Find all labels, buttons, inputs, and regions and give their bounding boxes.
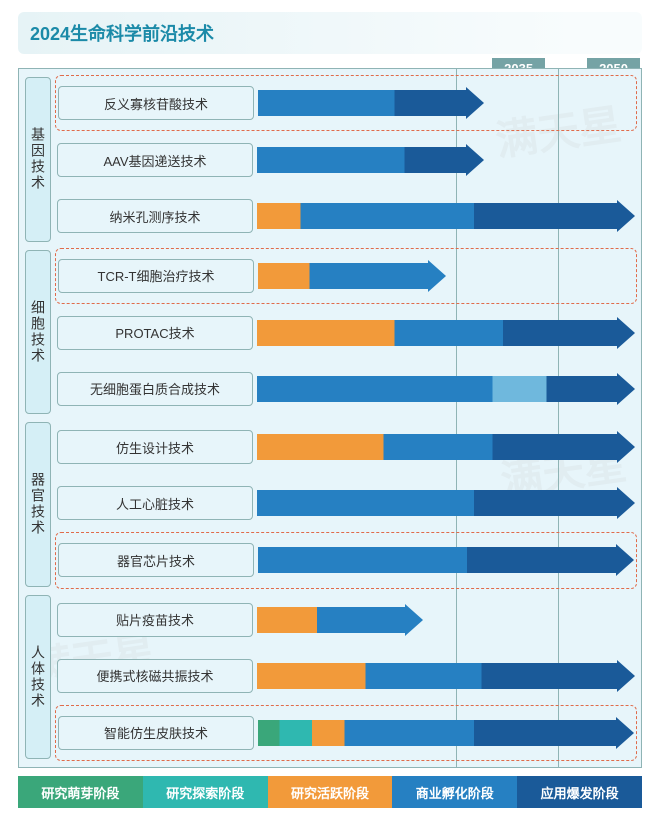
arrow-track [258, 261, 634, 291]
stage-arrow [258, 720, 634, 746]
arrow-head-icon [617, 431, 635, 463]
arrow-track [257, 488, 635, 518]
tech-row: 人工心脏技术 [57, 478, 635, 528]
tech-label: 器官芯片技术 [58, 543, 254, 577]
tech-row: 反义寡核苷酸技术 [55, 75, 637, 131]
page-title: 2024生命科学前沿技术 [30, 24, 214, 44]
tech-label: 反义寡核苷酸技术 [58, 86, 254, 120]
category-label: 人体技术 [25, 595, 51, 760]
tech-row: 器官芯片技术 [55, 532, 637, 588]
arrow-track [257, 432, 635, 462]
category-label: 器官技术 [25, 422, 51, 587]
arrow-head-icon [617, 487, 635, 519]
tech-row: 贴片疫苗技术 [57, 595, 635, 645]
arrow-head-icon [466, 87, 484, 119]
tech-row: 仿生设计技术 [57, 422, 635, 472]
arrow-body [257, 434, 619, 460]
arrow-track [257, 374, 635, 404]
stage-arrow [257, 663, 635, 689]
legend-item: 商业孵化阶段 [392, 776, 517, 808]
tech-row: PROTAC技术 [57, 308, 635, 358]
arrow-head-icon [617, 200, 635, 232]
tech-row: 无细胞蛋白质合成技术 [57, 364, 635, 414]
arrow-head-icon [466, 144, 484, 176]
arrow-track [258, 718, 634, 748]
tech-row: TCR-T细胞治疗技术 [55, 248, 637, 304]
tech-label: 无细胞蛋白质合成技术 [57, 372, 253, 406]
arrow-head-icon [617, 373, 635, 405]
category-label: 基因技术 [25, 77, 51, 242]
arrow-head-icon [617, 317, 635, 349]
arrow-body [258, 90, 468, 116]
arrow-body [258, 547, 618, 573]
categories-container: 基因技术反义寡核苷酸技术 AAV基因递送技术纳米孔测序技术细胞技术 TCR-T细胞治… [25, 77, 635, 759]
tech-label: 贴片疫苗技术 [57, 603, 253, 637]
arrow-track [257, 145, 635, 175]
stage-arrow [258, 90, 484, 116]
legend-item: 研究萌芽阶段 [18, 776, 143, 808]
arrow-body [257, 320, 619, 346]
arrow-head-icon [405, 604, 423, 636]
tech-label: PROTAC技术 [57, 316, 253, 350]
arrow-track [258, 545, 634, 575]
tech-row: AAV基因递送技术 [57, 135, 635, 185]
arrow-track [257, 661, 635, 691]
stage-arrow [257, 434, 635, 460]
stage-arrow [257, 607, 423, 633]
title-bar: 2024生命科学前沿技术 [18, 12, 642, 54]
arrow-body [257, 607, 407, 633]
arrow-head-icon [617, 660, 635, 692]
tech-row: 智能仿生皮肤技术 [55, 705, 637, 761]
chart-panel: 满天星 满天星 满天星 基因技术反义寡核苷酸技术AAV基因递送技术纳米孔测序技术… [18, 68, 642, 768]
stage-arrow [258, 547, 634, 573]
arrow-track [257, 318, 635, 348]
legend-item: 研究活跃阶段 [268, 776, 393, 808]
category: 基因技术反义寡核苷酸技术 AAV基因递送技术纳米孔测序技术 [25, 77, 635, 242]
legend-item: 应用爆发阶段 [517, 776, 642, 808]
tech-label: 仿生设计技术 [57, 430, 253, 464]
legend-item: 研究探索阶段 [143, 776, 268, 808]
arrow-head-icon [616, 544, 634, 576]
stage-arrow [258, 263, 446, 289]
arrow-body [257, 203, 619, 229]
arrow-body [257, 147, 468, 173]
stage-arrow [257, 203, 635, 229]
category: 细胞技术 TCR-T细胞治疗技术 PROTAC技术无细胞蛋白质合成技术 [25, 250, 635, 415]
tech-label: AAV基因递送技术 [57, 143, 253, 177]
stage-arrow [257, 376, 635, 402]
stage-arrow [257, 490, 635, 516]
arrow-track [257, 605, 635, 635]
arrow-track [258, 88, 634, 118]
stage-arrow [257, 320, 635, 346]
arrow-body [257, 490, 619, 516]
legend: 研究萌芽阶段研究探索阶段研究活跃阶段商业孵化阶段应用爆发阶段 [18, 776, 642, 808]
tech-label: 纳米孔测序技术 [57, 199, 253, 233]
tech-label: 智能仿生皮肤技术 [58, 716, 254, 750]
tech-row: 纳米孔测序技术 [57, 191, 635, 241]
tech-label: 便携式核磁共振技术 [57, 659, 253, 693]
arrow-body [258, 263, 430, 289]
category: 器官技术仿生设计技术人工心脏技术器官芯片技术 [25, 422, 635, 587]
arrow-body [258, 720, 618, 746]
tech-label: 人工心脏技术 [57, 486, 253, 520]
tech-row: 便携式核磁共振技术 [57, 651, 635, 701]
category-label: 细胞技术 [25, 250, 51, 415]
arrow-body [257, 663, 619, 689]
arrow-head-icon [428, 260, 446, 292]
arrow-body [257, 376, 619, 402]
arrow-track [257, 201, 635, 231]
tech-label: TCR-T细胞治疗技术 [58, 259, 254, 293]
stage-arrow [257, 147, 484, 173]
arrow-head-icon [616, 717, 634, 749]
category: 人体技术贴片疫苗技术便携式核磁共振技术智能仿生皮肤技术 [25, 595, 635, 760]
